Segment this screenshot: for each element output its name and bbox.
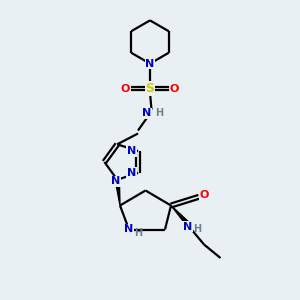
Text: O: O — [200, 190, 209, 200]
Polygon shape — [171, 206, 189, 225]
Text: N: N — [146, 58, 154, 69]
Text: N: N — [142, 108, 152, 118]
Text: N: N — [111, 176, 120, 186]
Text: H: H — [193, 224, 202, 235]
Text: O: O — [121, 83, 130, 94]
Text: S: S — [146, 82, 154, 95]
Text: N: N — [124, 224, 134, 235]
Polygon shape — [115, 179, 120, 206]
Text: N: N — [127, 146, 136, 156]
Text: O: O — [170, 83, 179, 94]
Text: H: H — [134, 228, 142, 238]
Text: N: N — [183, 221, 192, 232]
Text: N: N — [127, 168, 136, 178]
Text: H: H — [155, 108, 164, 118]
